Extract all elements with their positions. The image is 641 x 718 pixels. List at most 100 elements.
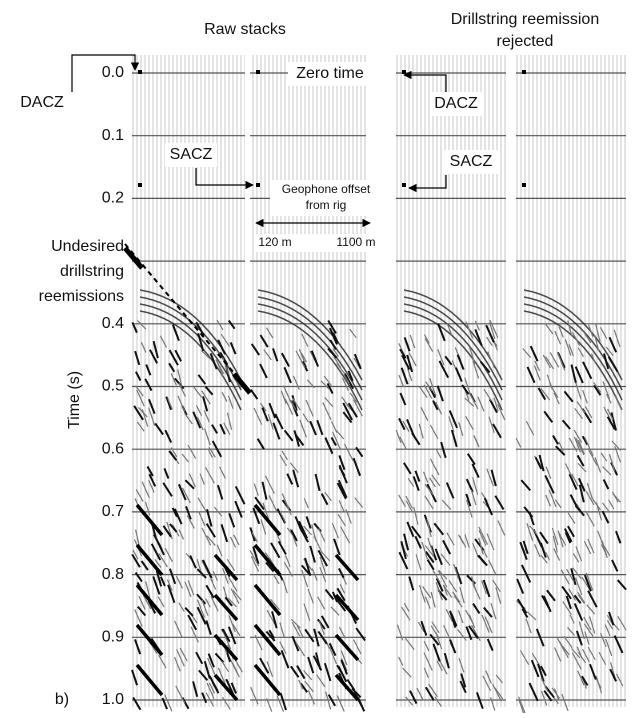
wavelet: [289, 399, 297, 411]
reemission: [334, 633, 360, 662]
wavelet: [208, 446, 216, 458]
wavelet: [577, 439, 585, 455]
wavelet: [164, 694, 173, 712]
wavelet: [227, 319, 236, 330]
wavelet: [305, 399, 314, 417]
wavelet: [460, 673, 467, 688]
wavelet: [534, 360, 541, 372]
wavelet: [189, 555, 197, 569]
wavelet: [552, 535, 558, 553]
y-tick-label: 0.1: [102, 127, 124, 144]
wavelet: [260, 519, 267, 535]
wavelet: [485, 324, 495, 343]
wavelet: [429, 458, 440, 476]
wavelet: [209, 353, 218, 370]
event: [257, 303, 363, 401]
arrival-dot: [256, 183, 260, 187]
y-tick-label: 0.0: [102, 64, 124, 81]
wavelet: [400, 367, 409, 385]
wavelet: [272, 422, 281, 440]
reemission: [253, 543, 282, 577]
wavelet: [201, 527, 212, 546]
wavelet: [249, 550, 260, 567]
wavelet: [608, 611, 615, 626]
label-bg: [430, 92, 482, 116]
wavelet: [477, 554, 486, 565]
wavelet: [573, 603, 584, 621]
wavelet: [607, 356, 619, 373]
wavelet: [615, 530, 622, 544]
wavelet: [529, 345, 539, 362]
wavelet: [475, 692, 484, 710]
wavelet: [320, 380, 330, 390]
wavelet: [571, 648, 581, 659]
wavelet: [442, 539, 452, 555]
wavelet: [605, 346, 614, 356]
wavelet: [459, 586, 465, 604]
wavelet: [530, 659, 540, 678]
wavelet: [279, 641, 287, 654]
wavelet: [517, 696, 527, 715]
wavelet: [604, 624, 611, 637]
wavelet: [415, 554, 422, 571]
wavelet: [572, 553, 580, 563]
wavelet: [418, 386, 428, 398]
wavelet: [574, 577, 583, 596]
wavelet: [341, 396, 350, 408]
wavelet: [216, 544, 223, 557]
wavelet: [280, 390, 287, 404]
wavelet: [201, 350, 211, 360]
wavelet: [446, 532, 455, 546]
wavelet: [453, 563, 459, 579]
wavelet: [587, 646, 596, 661]
wavelet: [445, 482, 455, 499]
wavelet: [329, 327, 338, 345]
wavelet: [471, 625, 481, 641]
wavelet: [465, 321, 474, 339]
wavelet: [184, 581, 192, 598]
wavelet: [602, 502, 610, 512]
wavelet: [266, 661, 274, 677]
wavelet: [216, 319, 224, 331]
wavelet: [282, 579, 288, 594]
wavelet: [577, 477, 586, 492]
wavelet: [520, 564, 532, 583]
reemission: [135, 623, 164, 657]
wavelet: [584, 631, 590, 645]
wavelet: [544, 475, 555, 494]
wavelet: [333, 538, 341, 556]
wavelet: [575, 630, 583, 646]
wavelet: [336, 362, 346, 375]
wavelet: [317, 618, 326, 630]
wavelet: [492, 579, 501, 592]
wavelet: [458, 422, 464, 437]
wavelet: [401, 606, 411, 621]
wavelet: [183, 412, 193, 425]
wavelet: [338, 466, 346, 477]
wavelet: [537, 663, 545, 682]
wavelet: [265, 630, 276, 642]
wavelet: [315, 674, 326, 688]
wavelet: [148, 398, 156, 415]
wavelet: [261, 481, 268, 500]
wavelet: [283, 385, 292, 403]
wavelet: [178, 529, 185, 540]
wavelet: [234, 486, 246, 505]
wavelet: [222, 631, 232, 650]
wavelet: [403, 462, 412, 475]
wavelet: [232, 662, 240, 678]
wavelet: [600, 452, 608, 462]
wavelet: [294, 516, 303, 532]
wavelet: [293, 430, 301, 447]
wavelet: [318, 528, 326, 542]
wavelet: [613, 329, 621, 348]
wavelet: [408, 352, 417, 367]
wavelet: [398, 656, 404, 666]
wavelet: [589, 616, 596, 634]
wavelet: [613, 635, 624, 654]
wavelet: [162, 525, 172, 538]
wavelet: [259, 402, 267, 412]
wavelet: [474, 320, 480, 331]
wavelet: [222, 567, 229, 584]
wavelet: [407, 368, 413, 382]
